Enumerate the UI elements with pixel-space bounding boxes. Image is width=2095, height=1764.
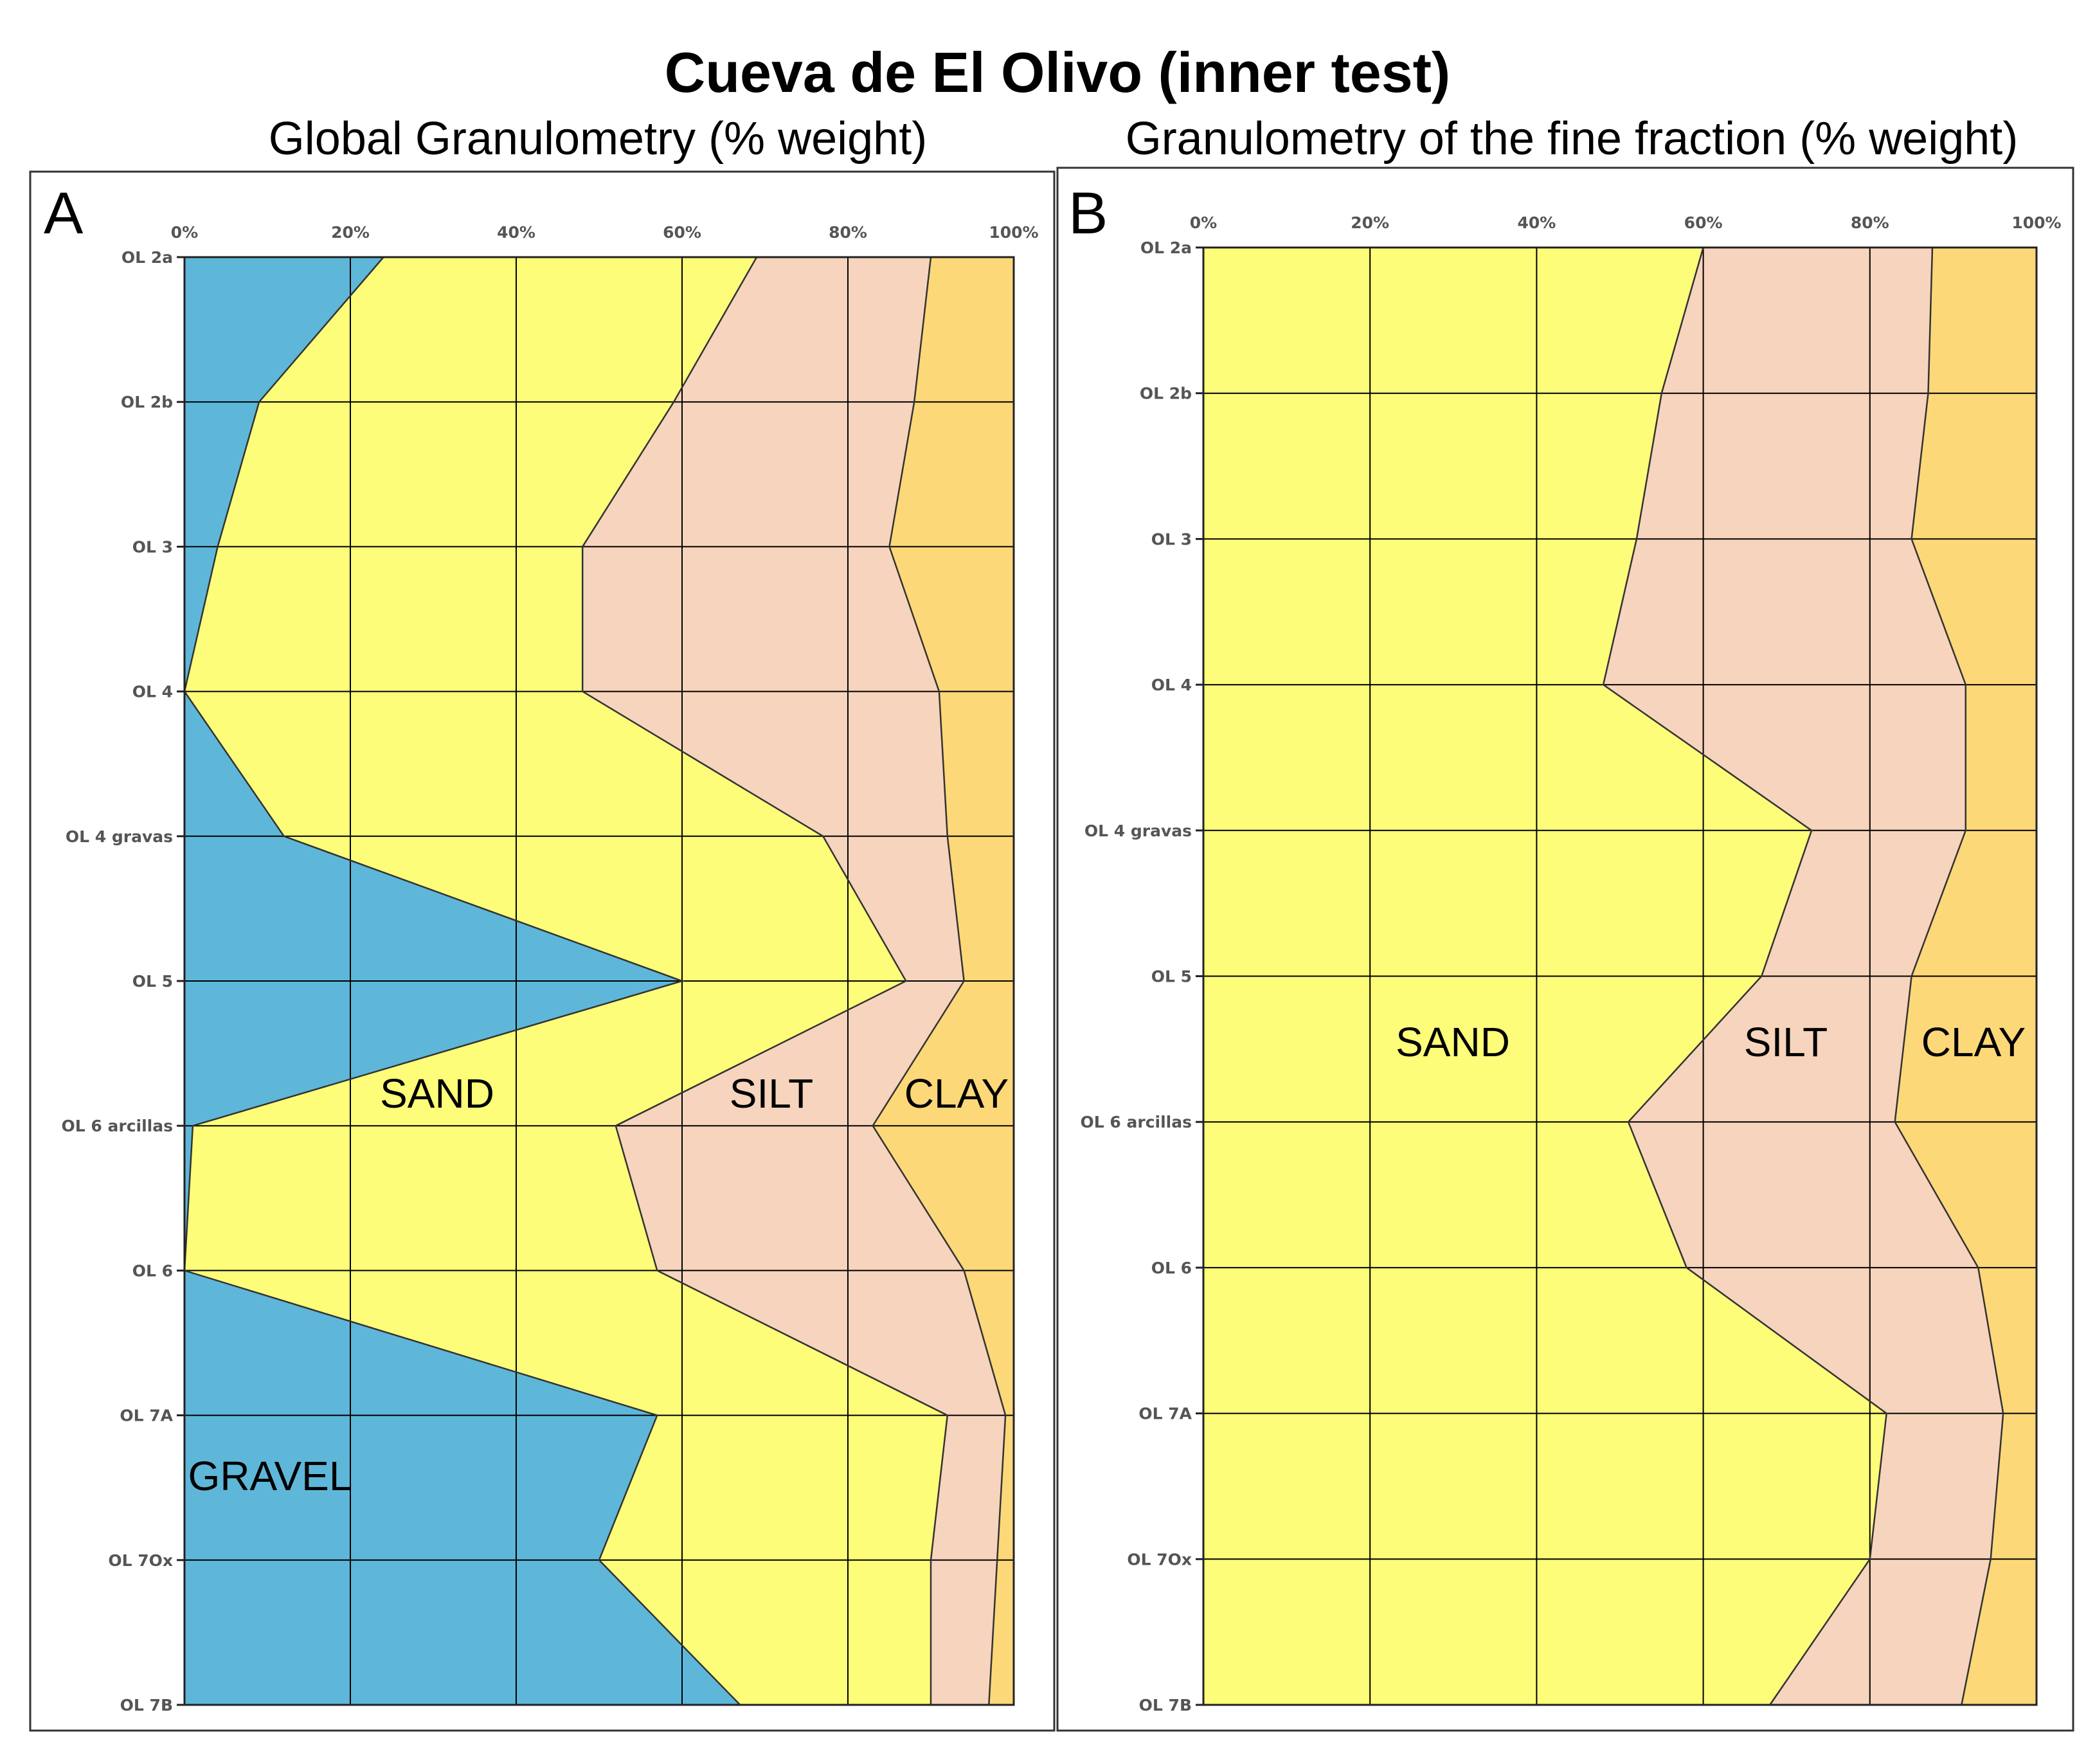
series-label-clay: CLAY bbox=[1921, 1019, 2026, 1065]
series-label-gravel: GRAVEL bbox=[188, 1453, 352, 1499]
x-tick-label: 100% bbox=[2011, 213, 2061, 232]
area-sand bbox=[184, 257, 948, 1705]
y-tick-label: OL 5 bbox=[1151, 968, 1192, 986]
area-silt bbox=[582, 257, 1006, 1705]
x-tick-label: 40% bbox=[497, 223, 535, 242]
x-tick-label: 80% bbox=[829, 223, 867, 242]
panel-subtitle: Granulometry of the fine fraction (% wei… bbox=[1126, 113, 2019, 165]
x-tick-label: 60% bbox=[1684, 213, 1723, 232]
y-tick-label: OL 6 arcillas bbox=[62, 1117, 173, 1135]
figure-title: Cueva de El Olivo (inner test) bbox=[665, 40, 1451, 104]
boundary-line bbox=[183, 256, 741, 1706]
y-tick-label: OL 7B bbox=[1139, 1696, 1192, 1715]
boundary-line bbox=[1602, 247, 1888, 1706]
boundary-line bbox=[1894, 247, 2004, 1706]
y-tick-label: OL 4 gravas bbox=[66, 827, 173, 846]
y-tick-label: OL 6 bbox=[132, 1261, 173, 1280]
boundary-line bbox=[872, 256, 1007, 1706]
x-tick-label: 40% bbox=[1517, 213, 1556, 232]
y-tick-label: OL 4 bbox=[132, 683, 173, 701]
x-tick-label: 0% bbox=[1190, 213, 1217, 232]
x-tick-label: 20% bbox=[331, 223, 370, 242]
y-tick-label: OL 7Ox bbox=[108, 1551, 173, 1570]
area-clay bbox=[872, 257, 1014, 1705]
boundary-line bbox=[581, 256, 949, 1705]
y-tick-label: OL 2a bbox=[1140, 239, 1192, 257]
y-tick-label: OL 4 gravas bbox=[1084, 822, 1192, 840]
y-tick-label: OL 2b bbox=[121, 393, 173, 411]
x-tick-label: 100% bbox=[989, 223, 1038, 242]
y-tick-label: OL 4 bbox=[1151, 676, 1192, 694]
y-tick-label: OL 3 bbox=[1151, 530, 1192, 548]
panel-a-global-granulometry: Global Granulometry (% weight) A 0% 20% 40% 6… bbox=[29, 113, 1056, 1732]
y-tick-label: OL 7B bbox=[120, 1696, 173, 1715]
y-tick-label: OL 6 arcillas bbox=[1081, 1113, 1192, 1131]
x-tick-label: 80% bbox=[1851, 213, 1889, 232]
x-tick-label: 60% bbox=[663, 223, 701, 242]
series-label-silt: SILT bbox=[1744, 1019, 1828, 1065]
panel-frame bbox=[1056, 166, 2074, 1732]
y-tick-label: OL 6 bbox=[1151, 1259, 1192, 1277]
panel-subtitle: Global Granulometry (% weight) bbox=[269, 113, 927, 165]
y-tick-label: OL 2b bbox=[1140, 384, 1192, 403]
panel-frame bbox=[29, 170, 1056, 1732]
panel-letter: B bbox=[1068, 181, 1108, 246]
y-tick-label: OL 7Ox bbox=[1127, 1550, 1192, 1569]
series-label-sand: SAND bbox=[1396, 1019, 1510, 1065]
series-label-sand: SAND bbox=[380, 1070, 494, 1117]
panel-b-fine-fraction-granulometry: Granulometry of the fine fraction (% wei… bbox=[1056, 113, 2074, 1732]
series-label-clay: CLAY bbox=[904, 1070, 1009, 1117]
y-tick-label: OL 7A bbox=[1138, 1405, 1192, 1423]
y-tick-label: OL 3 bbox=[132, 537, 173, 556]
y-tick-label: OL 5 bbox=[132, 972, 173, 991]
panel-letter: A bbox=[44, 181, 84, 246]
y-tick-label: OL 7A bbox=[120, 1407, 173, 1425]
x-tick-label: 20% bbox=[1351, 213, 1389, 232]
series-label-silt: SILT bbox=[730, 1070, 813, 1117]
y-tick-label: OL 2a bbox=[121, 248, 173, 267]
x-tick-label: 0% bbox=[171, 223, 198, 242]
